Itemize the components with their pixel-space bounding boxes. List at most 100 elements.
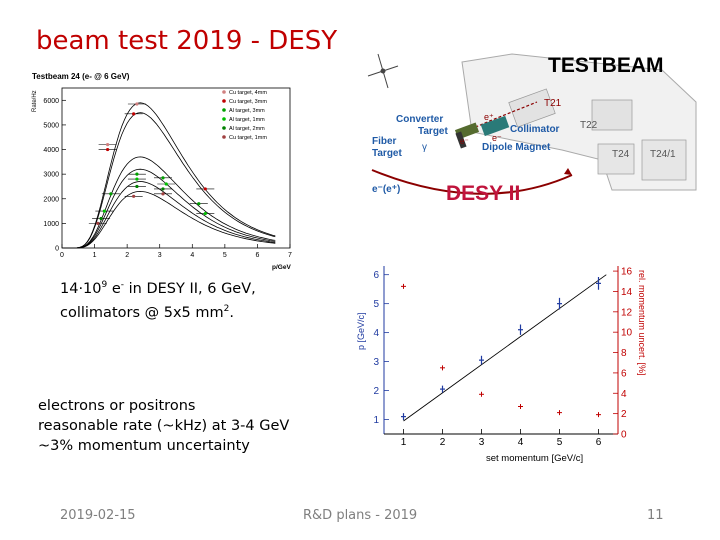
y-tick-label: 5000 <box>43 122 59 129</box>
momentum-calibration-chart: p [GeV/c] rel. momentum uncert. [%] set … <box>356 266 647 464</box>
label-beam: e⁻(e⁺) <box>372 184 400 195</box>
y-tick-label: 1000 <box>43 221 59 228</box>
x-tick-label: 6 <box>596 437 602 448</box>
data-point <box>106 143 110 147</box>
y-tick-label: 2 <box>373 386 379 397</box>
legend-label: Al target, 2mm <box>229 126 265 132</box>
y-right-tick-label: 10 <box>621 328 633 339</box>
summary-line: electrons or positrons <box>38 398 196 414</box>
data-point <box>161 187 165 191</box>
label-eplus: e⁺ <box>484 112 494 122</box>
summary-line: ~3% momentum uncertainty <box>38 438 250 454</box>
compass-icon <box>367 53 399 89</box>
y-tick-label: 3 <box>373 357 379 368</box>
label-converter-target: Target <box>418 126 448 137</box>
chart1-xlabel: p/GeV <box>272 264 291 271</box>
beam-parameters-line-2: collimators @ 5x5 mm2. <box>60 303 234 321</box>
data-point <box>132 194 136 198</box>
data-point <box>135 172 139 176</box>
data-point <box>197 202 201 206</box>
beam-parameters-line-1: 14·109 e- in DESY II, 6 GeV, <box>60 280 256 297</box>
label-dipole: Dipole Magnet <box>482 142 551 153</box>
y-tick-label: 1 <box>373 415 379 426</box>
y-tick-label: 5 <box>373 299 379 310</box>
label-gamma: γ <box>422 142 427 153</box>
data-point <box>161 192 165 196</box>
y-right-tick-label: 0 <box>621 430 627 441</box>
label-fiber: Fiber <box>372 136 397 147</box>
chart1-frame <box>61 87 291 249</box>
x-tick-label: 1 <box>93 252 97 259</box>
y-tick-label: 3000 <box>43 172 59 179</box>
y-tick-label: 0 <box>55 246 59 253</box>
label-t22: T22 <box>580 120 598 131</box>
summary-line: reasonable rate (~kHz) at 3-4 GeV <box>38 418 290 434</box>
desy-ii-label: DESY II <box>446 182 520 205</box>
x-tick-label: 7 <box>288 252 292 259</box>
legend-marker <box>222 99 226 103</box>
chart1-title: Testbeam 24 (e- @ 6 GeV) <box>32 72 130 81</box>
slide-title: beam test 2019 - DESY <box>36 26 338 56</box>
y-right-tick-label: 8 <box>621 348 627 359</box>
data-point <box>135 102 139 106</box>
x-tick-label: 3 <box>158 252 162 259</box>
y-right-tick-label: 2 <box>621 409 627 420</box>
fit-curve-5 <box>63 190 276 249</box>
fit-curve-2 <box>63 156 276 249</box>
schematic-title: TESTBEAM <box>548 54 664 77</box>
fit-curve-1 <box>63 112 276 249</box>
chart2-ylabel: p [GeV/c] <box>356 312 366 350</box>
data-point <box>106 147 110 152</box>
y-tick-label: 4 <box>373 328 379 339</box>
data-point <box>135 177 139 181</box>
label-fiber-target: Target <box>372 148 402 159</box>
label-eminus-2: e⁻ <box>460 137 469 146</box>
desy-testbeam-schematic: TESTBEAM T21 T22 T24 T24/1 Converter Tar… <box>367 53 697 205</box>
beam-summary-text: electrons or positrons reasonable rate (… <box>38 396 289 456</box>
x-tick-label: 2 <box>125 252 129 259</box>
y-right-tick-label: 16 <box>621 267 633 278</box>
label-t241: T24/1 <box>650 149 676 160</box>
fit-curve-4 <box>63 181 276 249</box>
label-converter: Converter <box>396 114 443 125</box>
reference-line <box>403 274 607 422</box>
footer-center: R&D plans - 2019 <box>303 508 418 523</box>
y-right-tick-label: 12 <box>621 307 633 318</box>
beam-parameters-text: 14·109 e- in DESY II, 6 GeV, collimators… <box>60 275 256 323</box>
data-point <box>164 182 168 186</box>
hall-block <box>591 99 633 131</box>
y-tick-label: 6 <box>373 270 379 281</box>
converter-target-block <box>455 131 467 149</box>
data-point <box>203 211 207 216</box>
data-point <box>132 112 136 116</box>
footer-page-number: 11 <box>647 508 664 523</box>
legend-marker <box>222 90 226 94</box>
label-t24: T24 <box>612 149 630 160</box>
label-t21: T21 <box>544 98 562 109</box>
x-tick-label: 3 <box>479 437 485 448</box>
x-tick-label: 1 <box>401 437 407 448</box>
y-right-tick-label: 6 <box>621 368 627 379</box>
beam-arrow-icon <box>564 168 572 175</box>
data-point <box>135 184 139 189</box>
hall-floorplan <box>461 53 697 191</box>
y-right-tick-label: 4 <box>621 389 627 400</box>
chart2-ylabel-right: rel. momentum uncert. [%] <box>637 270 647 376</box>
y-tick-label: 2000 <box>43 196 59 203</box>
legend-label: Cu target, 4mm <box>229 90 267 96</box>
chart1-ylabel: Rate/Hz <box>32 90 38 112</box>
x-tick-label: 6 <box>255 252 259 259</box>
fit-curve-0 <box>63 102 276 249</box>
hall-block <box>641 139 687 181</box>
hall-block <box>508 88 556 128</box>
data-point <box>102 209 106 213</box>
fit-curve-3 <box>63 168 276 249</box>
x-tick-label: 4 <box>518 437 524 448</box>
hall-block <box>597 143 635 175</box>
y-tick-label: 6000 <box>43 98 59 105</box>
y-right-tick-label: 14 <box>621 287 633 298</box>
data-point <box>161 176 165 180</box>
x-tick-label: 2 <box>440 437 446 448</box>
legend-label: Al target, 3mm <box>229 108 265 114</box>
data-point <box>109 192 113 196</box>
